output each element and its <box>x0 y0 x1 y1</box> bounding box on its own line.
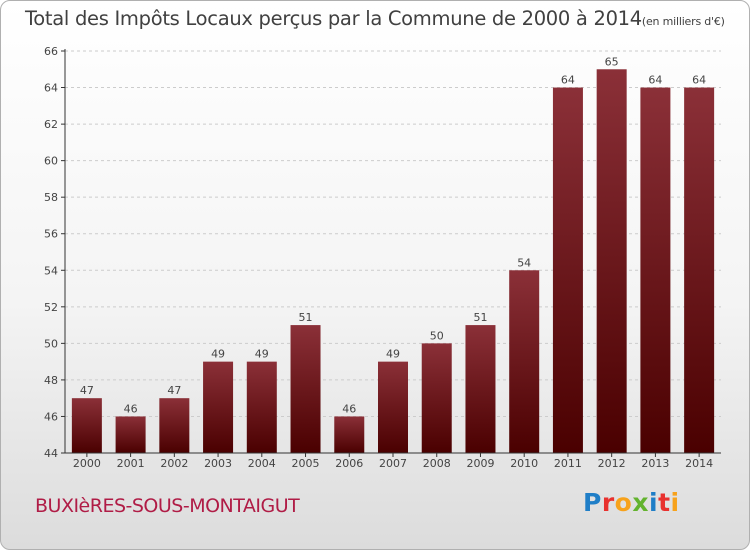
bar <box>596 69 627 453</box>
town-name: BUXIèRES-SOUS-MONTAIGUT <box>35 495 300 517</box>
bar <box>71 398 102 453</box>
y-tick-label: 62 <box>44 118 58 131</box>
bar-value-label: 64 <box>648 74 662 87</box>
bar <box>640 87 671 453</box>
x-tick-label: 2012 <box>598 457 626 470</box>
x-tick-label: 2009 <box>466 457 494 470</box>
bar-value-label: 49 <box>386 348 400 361</box>
x-tick-label: 2014 <box>685 457 713 470</box>
bar <box>246 361 277 453</box>
x-tick-label: 2004 <box>248 457 276 470</box>
bar <box>159 398 190 453</box>
y-tick-label: 46 <box>44 410 58 423</box>
bars <box>71 69 715 453</box>
y-tick-label: 50 <box>44 337 58 350</box>
bar <box>465 325 496 453</box>
logo-letter: r <box>601 488 615 517</box>
bar <box>203 361 234 453</box>
y-tick-label: 48 <box>44 374 58 387</box>
y-tick-label: 58 <box>44 191 58 204</box>
y-tick-label: 66 <box>44 45 58 58</box>
x-tick-label: 2005 <box>292 457 320 470</box>
bar <box>552 87 583 453</box>
y-tick-label: 64 <box>44 82 58 95</box>
x-tick-label: 2001 <box>117 457 145 470</box>
bar-value-label: 47 <box>167 384 181 397</box>
x-tick-label: 2002 <box>160 457 188 470</box>
bar-value-label: 50 <box>430 329 444 342</box>
logo-letter: P <box>583 488 602 517</box>
bar <box>684 87 715 453</box>
x-tick-label: 2013 <box>641 457 669 470</box>
bar <box>421 343 452 453</box>
logo-letter: x <box>632 488 649 517</box>
chart-title: Total des Impôts Locaux perçus par la Co… <box>25 7 642 30</box>
bar-value-label: 54 <box>517 256 531 269</box>
bar-value-label: 49 <box>255 348 269 361</box>
bar-value-label: 51 <box>473 311 487 324</box>
data-labels: 47 46 47 49 49 51 46 49 50 51 54 64 65 64 64 <box>80 55 706 415</box>
x-tick-label: 2000 <box>73 457 101 470</box>
x-tick-label: 2010 <box>510 457 538 470</box>
chart-unit: (en milliers d'€) <box>641 15 725 28</box>
x-tick-label: 2006 <box>335 457 363 470</box>
x-tick-label: 2008 <box>423 457 451 470</box>
bar <box>290 325 321 453</box>
bar <box>115 416 146 453</box>
proxiti-logo: Proxiti <box>583 488 680 517</box>
bar-value-label: 65 <box>605 55 619 68</box>
bar <box>509 270 540 453</box>
y-tick-label: 60 <box>44 155 58 168</box>
x-tick-label: 2011 <box>554 457 582 470</box>
bar <box>378 361 408 453</box>
bar-value-label: 49 <box>211 348 225 361</box>
logo-letter: i <box>649 488 659 517</box>
logo-letter: o <box>614 488 633 517</box>
y-tick-label: 54 <box>44 264 58 277</box>
logo-letter: t <box>658 488 671 517</box>
y-tick-label: 56 <box>44 228 58 241</box>
bar-value-label: 46 <box>342 402 356 415</box>
bar-value-label: 51 <box>299 311 313 324</box>
chart-title-block: Total des Impôts Locaux perçus par la Co… <box>25 7 725 30</box>
logo-letter: i <box>670 488 680 517</box>
y-tick-label: 52 <box>44 301 58 314</box>
bar-value-label: 47 <box>80 384 94 397</box>
axes: 44 46 48 50 52 54 56 58 60 62 64 66 2000 2001 2002 2003… <box>44 45 721 470</box>
bar <box>334 416 365 453</box>
bar-value-label: 46 <box>124 402 138 415</box>
y-tick-label: 44 <box>44 447 58 460</box>
bar-value-label: 64 <box>692 74 706 87</box>
x-tick-label: 2003 <box>204 457 232 470</box>
x-tick-label: 2007 <box>379 457 407 470</box>
bar-value-label: 64 <box>561 74 575 87</box>
